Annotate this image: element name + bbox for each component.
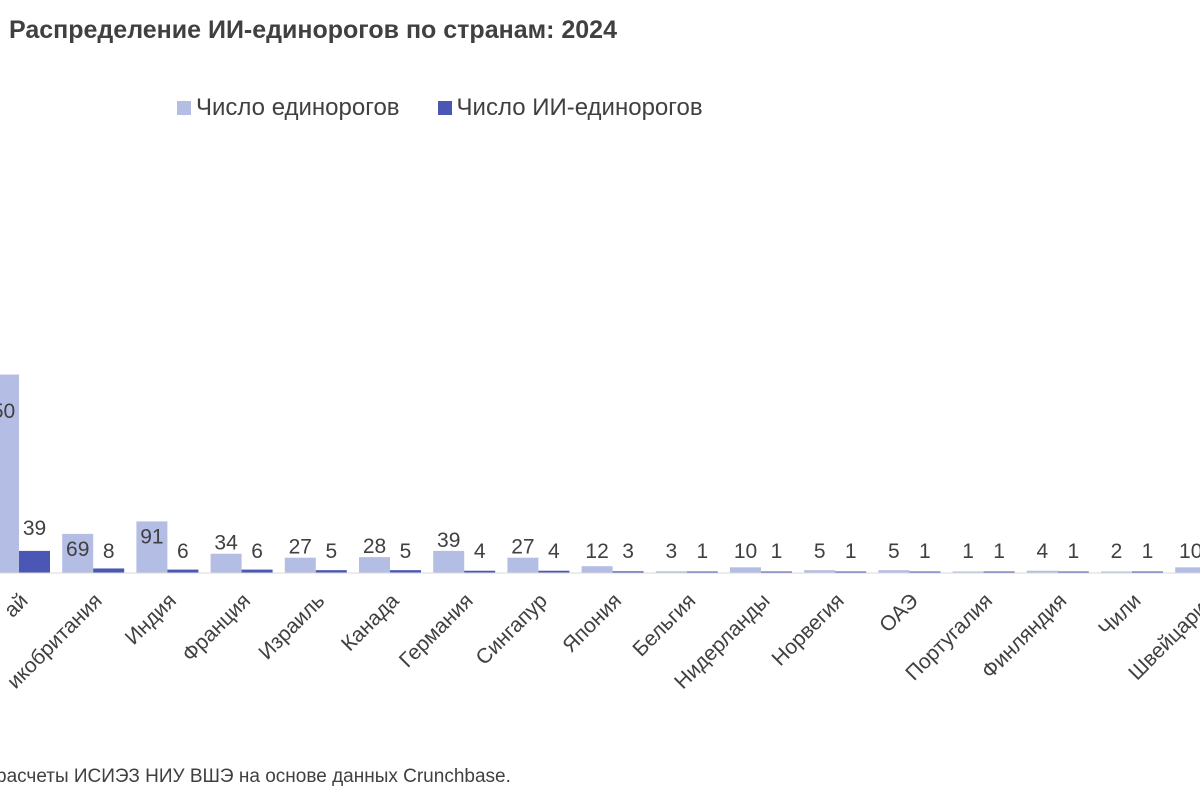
category-label: Израиль: [254, 589, 329, 664]
data-label: 1: [962, 540, 974, 563]
bar-unicorns: [210, 553, 242, 573]
bar-unicorns: [655, 571, 687, 573]
bar-ai-unicorns: [390, 570, 421, 573]
category-label: Чили: [1094, 589, 1145, 640]
bar-ai-unicorns: [835, 571, 867, 573]
category-label: Германия: [395, 589, 478, 672]
data-label: 10: [1179, 540, 1200, 563]
bar-unicorns: [62, 533, 94, 573]
data-label: 50: [0, 400, 15, 423]
legend-swatch-ai-unicorns: [437, 101, 452, 115]
category-label: Норвегия: [767, 589, 848, 670]
bar-ai-unicorns: [464, 570, 496, 573]
data-label: 39: [23, 517, 46, 540]
data-label: 10: [734, 540, 757, 563]
bar-ai-unicorns: [761, 571, 792, 573]
category-label: Индия: [121, 589, 181, 649]
bar-ai-unicorns: [19, 550, 50, 573]
data-label: 5: [400, 540, 412, 563]
data-label: 27: [289, 536, 312, 559]
bar-ai-unicorns: [241, 569, 273, 573]
bar-unicorns: [730, 567, 761, 573]
bar-unicorns: [878, 570, 910, 573]
bar-ai-unicorns: [167, 569, 199, 573]
bar-unicorns: [284, 557, 316, 573]
data-label: 39: [437, 529, 460, 552]
bar-ai-unicorns: [612, 571, 644, 573]
category-label: Сингапур: [472, 589, 552, 669]
category-label: Бельгия: [628, 589, 700, 661]
bar-ai-unicorns: [686, 571, 718, 573]
data-label: 12: [585, 540, 608, 563]
data-label: 6: [251, 540, 263, 563]
category-label: ОАЭ: [875, 589, 923, 637]
source-note: расчеты ИСИЭЗ НИУ ВШЭ на основе данных C…: [0, 766, 511, 787]
bar-unicorns: [136, 521, 168, 573]
data-label: 1: [1067, 540, 1079, 563]
bar-unicorns: [581, 566, 613, 573]
bar-ai-unicorns: [93, 568, 125, 573]
bar-unicorns: [359, 557, 390, 573]
data-label: 8: [103, 540, 115, 563]
legend-item-unicorns: Число единорогов: [177, 94, 400, 122]
legend-item-ai-unicorns: Число ИИ-единорогов: [437, 94, 703, 122]
bar-unicorns: [0, 374, 19, 573]
bar-ai-unicorns: [1132, 571, 1163, 573]
bar-unicorns: [1101, 571, 1132, 573]
legend-label-unicorns: Число единорогов: [196, 94, 400, 121]
data-label: 3: [622, 540, 634, 563]
data-label: 34: [214, 532, 238, 555]
data-label: 91: [140, 525, 163, 548]
data-label: 1: [1142, 540, 1154, 563]
data-label: 28: [363, 535, 386, 558]
data-label: 1: [919, 540, 931, 563]
data-label: 6: [177, 540, 189, 563]
category-label: Япония: [558, 589, 626, 657]
legend: Число единорогов Число ИИ-единорогов: [177, 94, 741, 122]
bar-unicorns: [507, 557, 539, 573]
chart-title: Распределение ИИ-единорогов по странам: …: [9, 16, 617, 44]
bar-ai-unicorns: [983, 571, 1015, 573]
category-label: Франция: [178, 589, 255, 666]
data-label: 5: [814, 540, 826, 563]
category-label: Канада: [337, 589, 404, 656]
data-label: 4: [474, 540, 486, 563]
bar-unicorns: [433, 550, 465, 573]
data-label: 1: [696, 540, 708, 563]
bar-ai-unicorns: [315, 570, 347, 573]
data-label: 1: [993, 540, 1005, 563]
data-label: 27: [511, 536, 534, 559]
bar-ai-unicorns: [909, 571, 941, 573]
data-label: 3: [665, 540, 677, 563]
bar-unicorns: [1175, 567, 1200, 573]
legend-swatch-unicorns: [177, 101, 191, 115]
category-label: ай: [0, 589, 33, 622]
data-label: 1: [845, 540, 857, 563]
bar-unicorns: [804, 570, 836, 573]
data-label: 4: [548, 540, 560, 563]
legend-label-ai-unicorns: Число ИИ-единорогов: [456, 94, 703, 121]
bar-ai-unicorns: [538, 570, 570, 573]
bar-ai-unicorns: [1057, 571, 1089, 573]
data-label: 69: [66, 538, 89, 561]
bar-unicorns: [952, 571, 984, 573]
data-label: 1: [771, 540, 783, 563]
data-label: 2: [1111, 540, 1123, 563]
data-label: 5: [888, 540, 900, 563]
data-label: 4: [1036, 540, 1048, 563]
data-label: 5: [325, 540, 337, 563]
bar-unicorns: [1026, 570, 1058, 573]
